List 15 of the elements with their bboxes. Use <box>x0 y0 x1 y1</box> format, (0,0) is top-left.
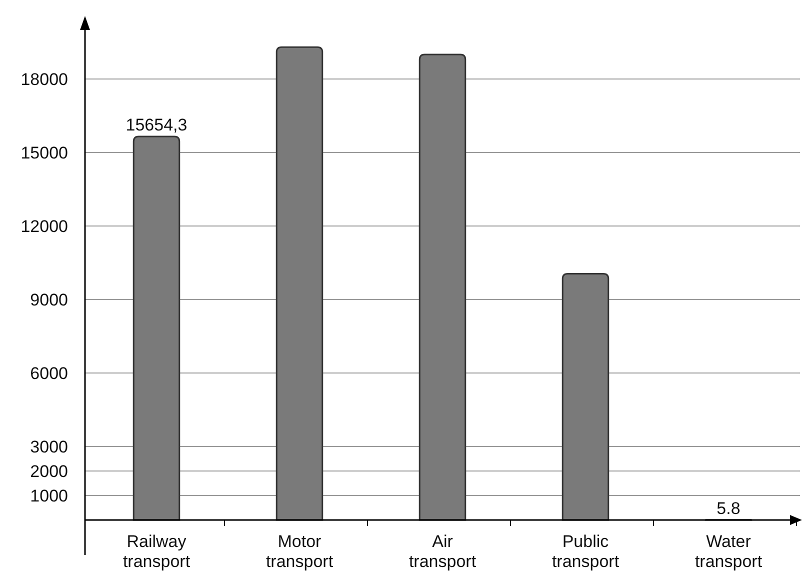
y-tick-label: 3000 <box>30 437 68 456</box>
x-tick-label: Railway transport <box>122 532 190 571</box>
x-tick-label: Public transport <box>552 532 620 571</box>
y-tick-label: 6000 <box>30 364 68 383</box>
y-tick-label: 1000 <box>30 486 68 506</box>
y-tick-label: 9000 <box>30 290 68 310</box>
x-tick-label: Air transport <box>408 532 476 571</box>
data-label: 15654,3 <box>126 115 188 134</box>
x-tick-label: Motor transport <box>266 532 334 571</box>
y-tick-label: 12000 <box>20 216 68 236</box>
data-label: 5.8 <box>716 498 740 518</box>
y-tick-label: 15000 <box>20 143 68 162</box>
y-tick-label: 18000 <box>20 70 68 89</box>
x-tick-label: Water transport <box>694 532 762 571</box>
y-tick-label: 2000 <box>30 462 68 481</box>
